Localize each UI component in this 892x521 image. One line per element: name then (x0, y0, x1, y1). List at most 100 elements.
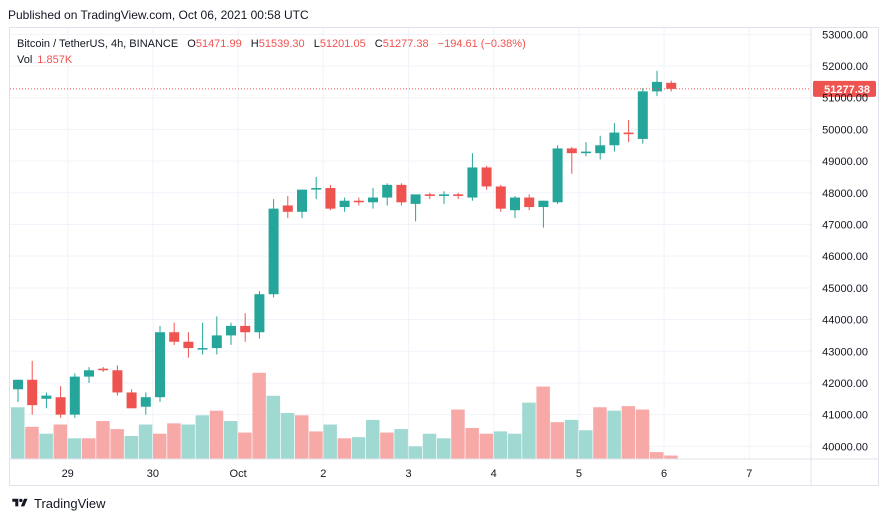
time-tick-label: 3 (405, 468, 411, 480)
price-axis: 53000.00 52000.00 51000.00 50000.00 49000.00… (810, 28, 868, 485)
volume-bar (110, 429, 124, 459)
volume-bar (550, 422, 565, 459)
volume-bar (607, 410, 621, 459)
candle-body (84, 370, 94, 377)
candle-body (325, 188, 336, 209)
legend-volume-row: Vol 1.857K (17, 52, 526, 68)
price-tick-label: 44000.00 (822, 315, 868, 327)
volume-bar (280, 413, 295, 459)
candle-body (55, 397, 66, 415)
volume-bar (25, 426, 39, 459)
time-axis: 29 30 Oct 2 3 4 5 6 7 (10, 458, 878, 480)
volume-bar (209, 410, 224, 459)
candle-body (311, 188, 322, 190)
volume-bar (493, 431, 508, 459)
candle-body (524, 197, 535, 208)
footer-brand[interactable]: TradingView (10, 494, 106, 512)
candle-body (112, 370, 123, 393)
candle-body (98, 368, 109, 371)
time-tick-label: 4 (491, 468, 497, 480)
open-value: 51471.99 (195, 38, 242, 50)
open-label: O (187, 38, 196, 50)
candle-body (27, 379, 38, 406)
candle-body (439, 194, 449, 196)
candle-body (211, 335, 222, 349)
volume-bar (11, 407, 25, 459)
price-tick-label: 43000.00 (822, 346, 868, 358)
volume-bar (394, 429, 408, 459)
price-tick-label: 48000.00 (822, 188, 868, 200)
candle-body (140, 397, 151, 407)
volume-bar (664, 455, 678, 459)
volume-bar (593, 407, 607, 459)
candle-body (353, 200, 364, 203)
volume-bar (351, 437, 366, 459)
candle-body (268, 208, 279, 295)
volume-bar (621, 406, 636, 459)
symbol-label[interactable]: Bitcoin / TetherUS, 4h, BINANCE (17, 38, 179, 50)
low-label: L (313, 38, 320, 50)
price-tick-label: 42000.00 (822, 378, 868, 390)
close-value: 51277.38 (382, 38, 429, 50)
chart-frame (9, 27, 879, 486)
volume-bar (138, 424, 153, 459)
grid-lines (10, 28, 811, 459)
time-tick-label: 30 (147, 468, 159, 480)
price-tick-label: 53000.00 (822, 29, 868, 41)
volume-bar (564, 419, 579, 459)
volume-bar (422, 433, 437, 459)
volume-bar (53, 424, 68, 459)
low-value: 51201.05 (319, 38, 366, 50)
candle-body (368, 197, 378, 203)
price-tick-label: 47000.00 (822, 219, 868, 231)
volume-bar (39, 433, 53, 459)
volume-bar (437, 438, 451, 459)
candle-body (623, 132, 634, 135)
time-tick-label: 6 (661, 468, 667, 480)
time-tick-label: 5 (576, 468, 582, 480)
volume-bar (380, 432, 394, 459)
candle-body (69, 376, 80, 415)
candle-body (637, 91, 648, 139)
price-tag-label: 51277.38 (824, 84, 870, 96)
candle-body (197, 348, 208, 350)
volume-bar (67, 438, 82, 459)
candle-body (382, 184, 393, 198)
price-tick-label: 45000.00 (822, 283, 868, 295)
volume-bar (238, 432, 252, 459)
candle-body (609, 132, 620, 146)
candle-body (453, 194, 464, 196)
volume-bar (536, 386, 550, 459)
volume-bar (309, 431, 323, 459)
candle-body (666, 82, 677, 89)
footer-brand-label: TradingView (34, 495, 106, 511)
close-label: C (374, 38, 383, 50)
candle-body (339, 200, 350, 208)
candle-body (13, 379, 23, 390)
candle-body (410, 194, 421, 204)
current-price-line: 51277.38 (10, 80, 876, 97)
price-tag-bg (813, 80, 876, 97)
candle-body (396, 184, 407, 203)
volume-bar (266, 395, 281, 459)
volume-bar (167, 423, 181, 459)
candle-body (581, 151, 591, 154)
price-tick-label: 41000.00 (822, 410, 868, 422)
price-tick-label: 40000.00 (822, 441, 868, 453)
candle-body (510, 197, 520, 211)
candle-body (126, 392, 137, 409)
candle-body (297, 189, 307, 212)
price-tick-label: 49000.00 (822, 156, 868, 168)
volume-bar (124, 436, 139, 459)
candle-body (495, 186, 506, 209)
volume-bar (579, 430, 593, 459)
high-label: H (250, 38, 259, 50)
volume-bar (337, 438, 352, 459)
candle-body (41, 395, 52, 399)
volume-bar (96, 421, 110, 459)
volume-bar (82, 438, 96, 459)
volume-bar (366, 419, 380, 459)
volume-bar (650, 452, 664, 459)
volume-label: Vol (17, 54, 33, 66)
